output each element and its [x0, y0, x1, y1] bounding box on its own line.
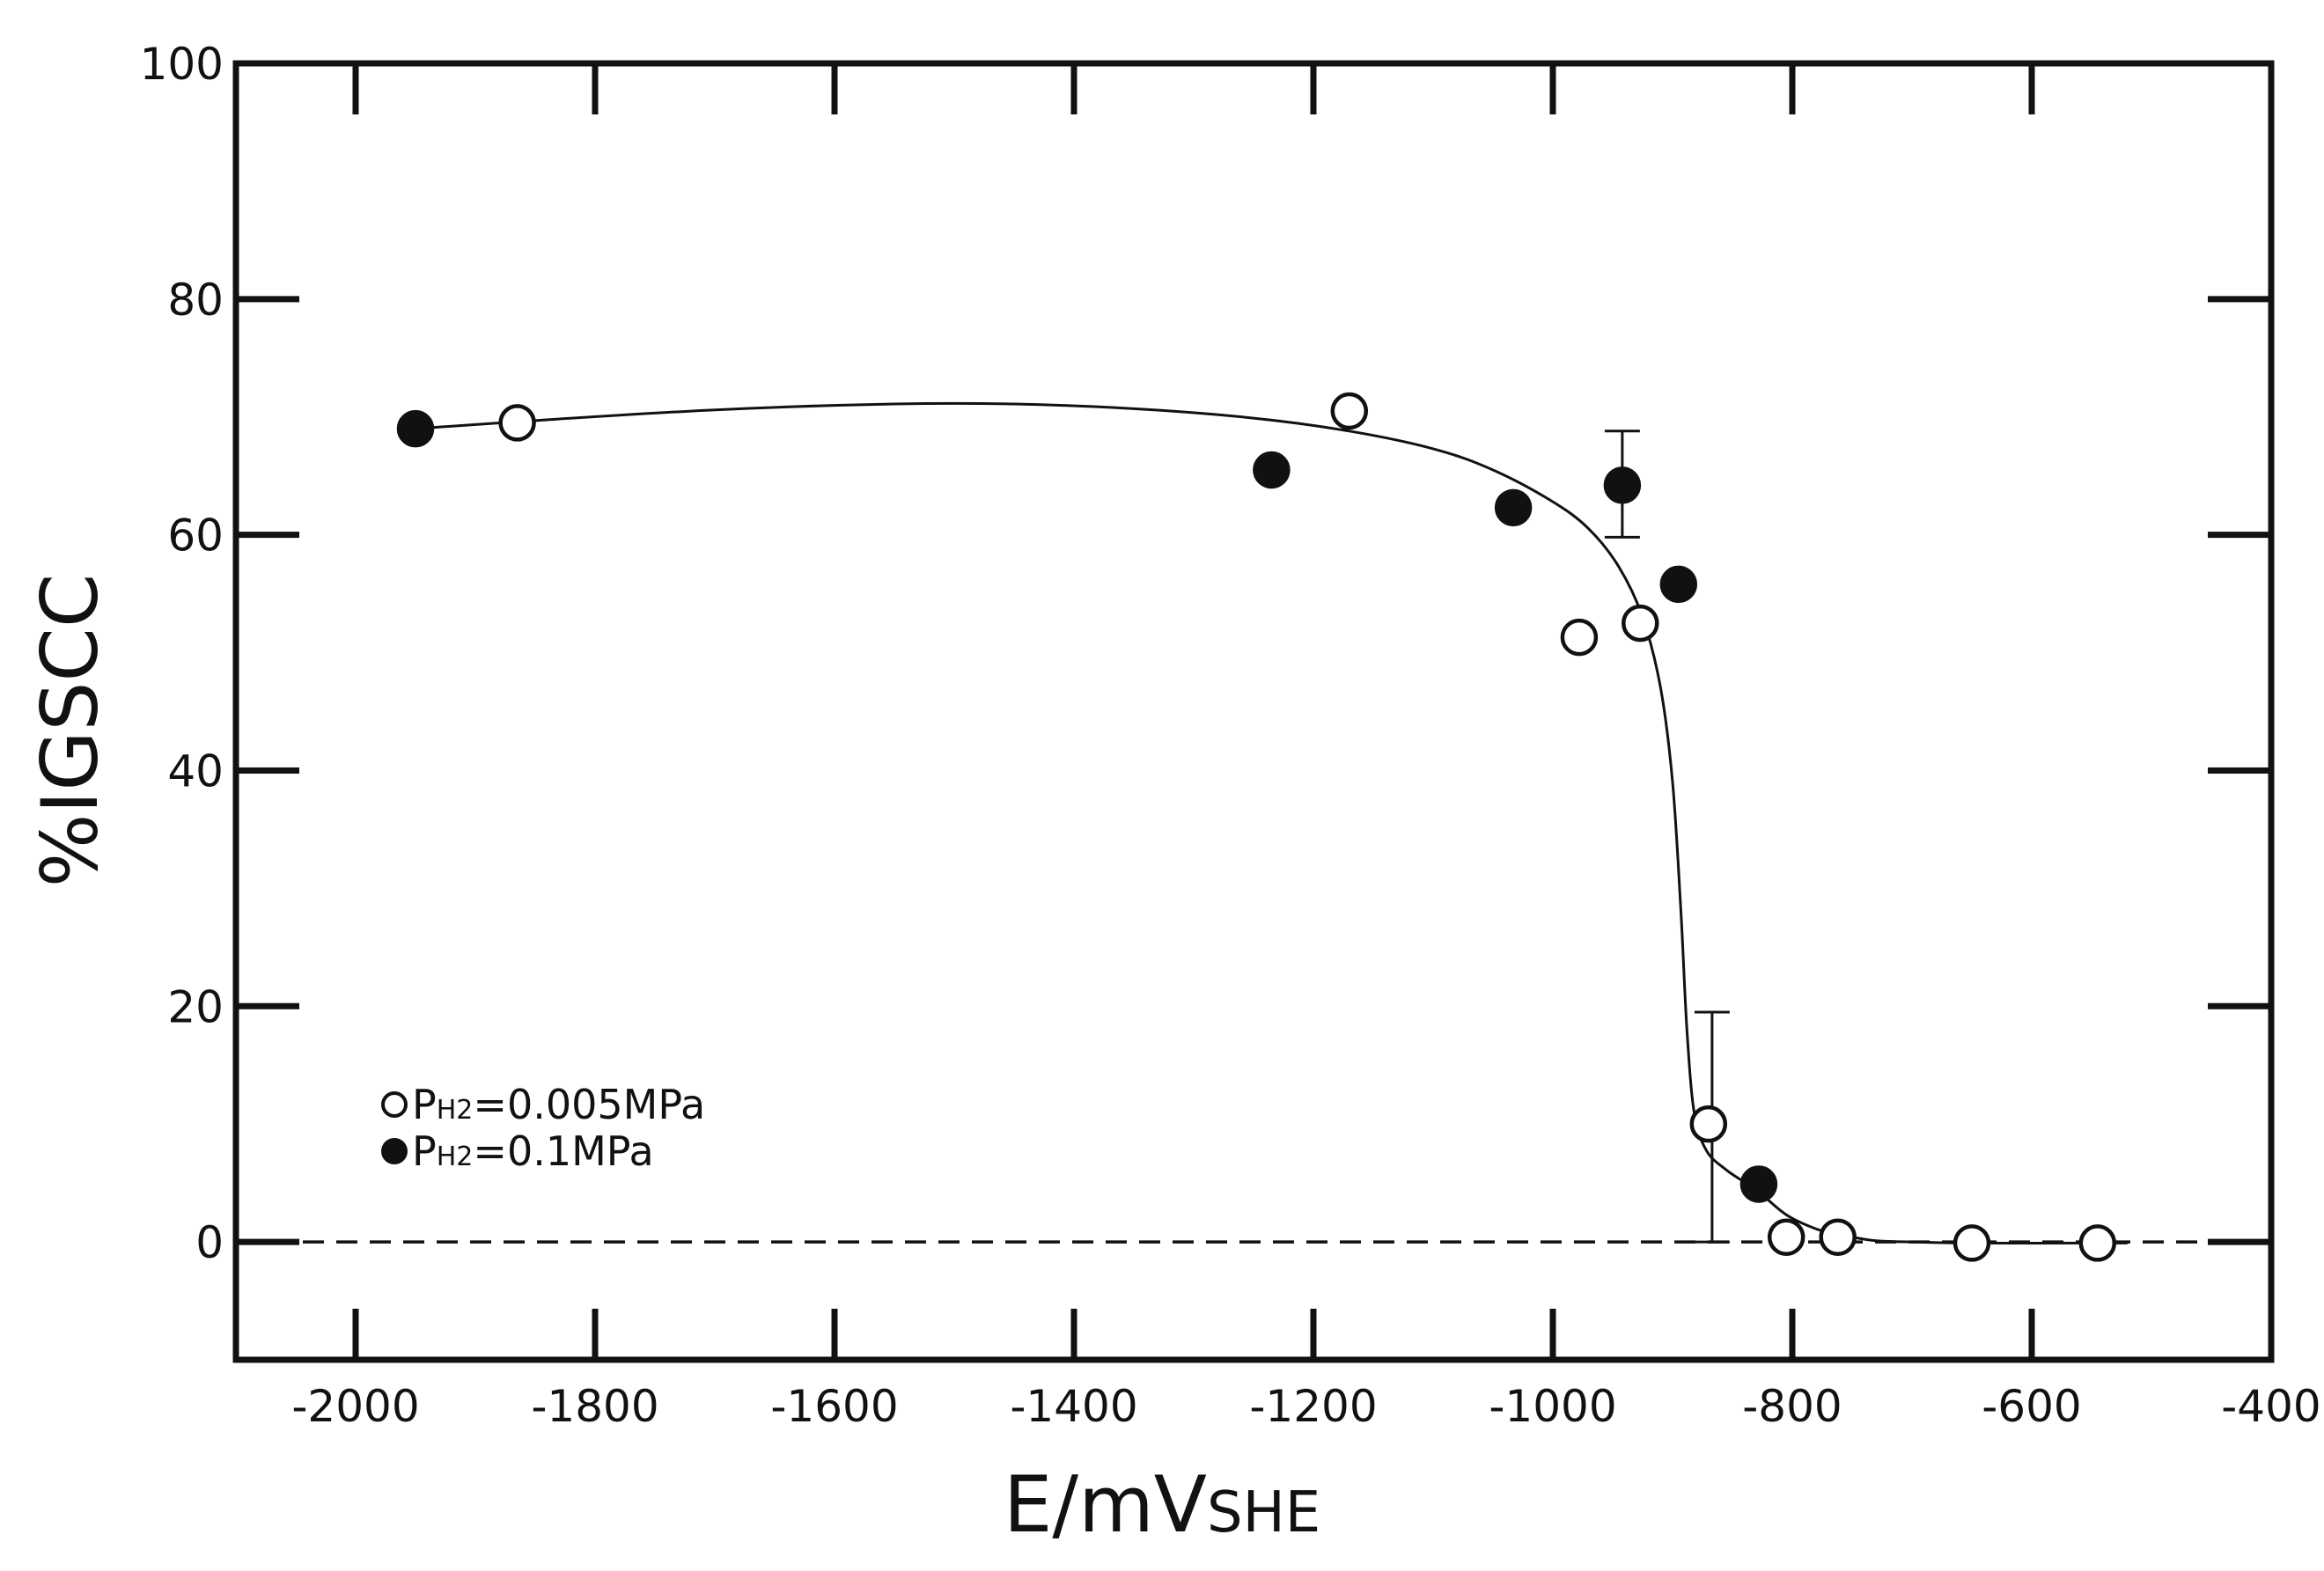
x-tick-label: -1600: [770, 1381, 898, 1432]
y-tick-label: 40: [167, 745, 224, 797]
y-tick-label: 80: [167, 275, 224, 326]
data-point-filled: [1739, 1165, 1778, 1203]
legend: PH2=0.005MPa PH2=0.1MPa: [381, 1081, 705, 1175]
data-point-open: [1330, 392, 1369, 430]
x-axis-title-subscript: SHE: [1207, 1480, 1320, 1545]
data-point-filled: [1253, 451, 1291, 489]
data-point-filled: [1603, 466, 1642, 504]
data-point-open: [1953, 1224, 1991, 1262]
x-tick-label: -1200: [1249, 1381, 1377, 1432]
legend-marker-filled: [381, 1138, 408, 1164]
x-tick-label: -600: [1982, 1381, 2081, 1432]
data-point-open: [1767, 1218, 1806, 1256]
data-point-filled: [1659, 565, 1698, 604]
x-tick-label: -1800: [531, 1381, 658, 1432]
y-tick-label: 100: [140, 39, 224, 90]
x-tick-label: -1400: [1010, 1381, 1137, 1432]
legend-marker-open: [381, 1091, 408, 1118]
legend-label-filled: PH2=0.1MPa: [412, 1127, 654, 1175]
x-tick-label: -1000: [1489, 1381, 1616, 1432]
chart-text: E/mVSHE %IGSCC -2000 -1800 -1600 -1400 -1200…: [25, 39, 2321, 1550]
data-point-open: [1819, 1218, 1857, 1256]
data-point-filled: [396, 409, 435, 448]
x-tick-label: -800: [1742, 1381, 1842, 1432]
legend-label-open: PH2=0.005MPa: [412, 1081, 705, 1128]
data-point-open: [1560, 618, 1599, 657]
chart-marks: [232, 60, 2275, 1363]
data-point-open: [1622, 604, 1659, 642]
x-tick-label: -2000: [291, 1381, 419, 1432]
y-tick-label: 0: [195, 1217, 224, 1268]
data-point-open: [2078, 1224, 2117, 1262]
plot-frame: [232, 60, 2275, 1363]
x-tick-label: -400: [2221, 1381, 2320, 1432]
data-point-open: [1689, 1105, 1728, 1143]
data-point-open: [498, 404, 536, 442]
x-axis-title: E/mVSHE: [1004, 1459, 1320, 1550]
data-point-filled: [1494, 488, 1533, 527]
y-tick-label: 60: [167, 510, 224, 562]
y-axis-title: %IGSCC: [25, 574, 115, 888]
y-tick-label: 20: [167, 981, 224, 1032]
